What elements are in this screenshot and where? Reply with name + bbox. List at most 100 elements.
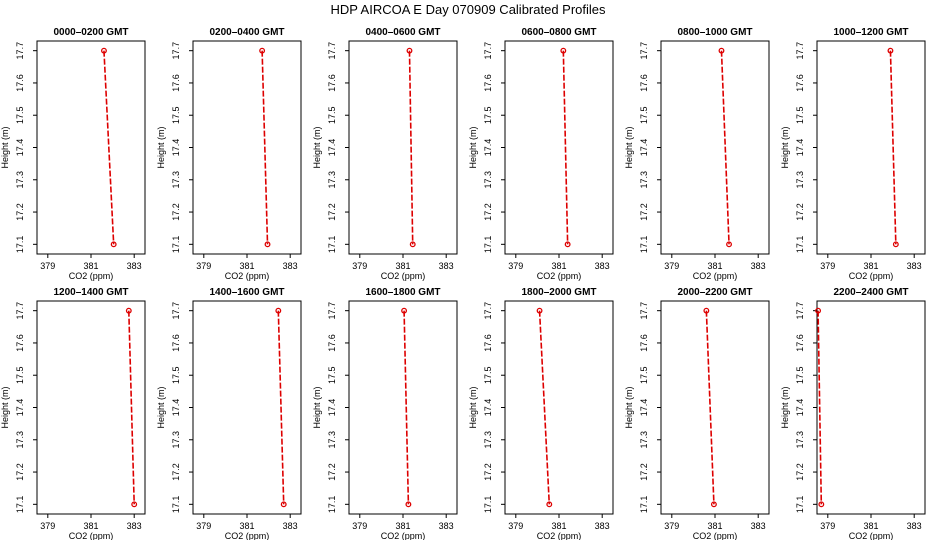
y-tick-label: 17.7 (171, 42, 181, 60)
data-point (892, 241, 899, 248)
chart-title: HDP AIRCOA E Day 070909 Calibrated Profi… (330, 2, 606, 17)
x-tick-label: 379 (40, 261, 55, 271)
x-tick-label: 383 (595, 261, 610, 271)
panel-title: 1600–1800 GMT (365, 287, 440, 298)
y-axis-label: Height (m) (780, 386, 790, 428)
y-tick-label: 17.2 (171, 463, 181, 481)
y-tick-label: 17.2 (639, 463, 649, 481)
y-tick-label: 17.5 (795, 106, 805, 124)
panel-title: 0000–0200 GMT (53, 27, 128, 38)
profile-line (403, 310, 410, 505)
data-point (275, 307, 282, 314)
plot-frame (816, 300, 926, 515)
panel-title: 2000–2200 GMT (677, 287, 752, 298)
y-tick-label: 17.4 (171, 399, 181, 417)
y-tick-label: 17.1 (15, 236, 25, 254)
profile-line (705, 310, 715, 505)
y-tick-label: 17.1 (639, 496, 649, 514)
x-tick-label: 383 (283, 521, 298, 531)
plot-frame (816, 40, 926, 255)
y-tick-label: 17.6 (795, 74, 805, 92)
y-tick-label: 17.3 (639, 431, 649, 449)
x-tick-label: 379 (196, 261, 211, 271)
data-point (131, 501, 138, 508)
y-tick-label: 17.7 (327, 302, 337, 320)
y-tick-label: 17.5 (171, 106, 181, 124)
x-tick-label: 379 (664, 521, 679, 531)
data-point (264, 241, 271, 248)
x-axis-label: CO2 (ppm) (69, 531, 114, 540)
y-tick-label: 17.5 (15, 106, 25, 124)
data-point (259, 47, 266, 54)
panel-title: 1800–2000 GMT (521, 287, 596, 298)
y-axis-label: Height (m) (0, 126, 10, 168)
plot-frame (660, 300, 770, 515)
chart-panel: 1400–1600 GMT 379 381 383 17.1 17.2 17.3 17.4 17… (156, 287, 302, 540)
x-tick-label: 379 (196, 521, 211, 531)
profile-line (103, 50, 115, 245)
x-tick-label: 379 (352, 261, 367, 271)
y-axis-label: Height (m) (312, 386, 322, 428)
y-tick-label: 17.5 (639, 366, 649, 384)
chart-panel: 2000–2200 GMT 379 381 383 17.1 17.2 17.3 17.4 17… (624, 287, 770, 540)
x-tick-label: 381 (395, 521, 410, 531)
chart-panel: 0600–0800 GMT 379 381 383 17.1 17.2 17.3 17.4 17… (468, 27, 614, 281)
y-axis-label: Height (m) (624, 386, 634, 428)
x-axis-label: CO2 (ppm) (537, 531, 582, 540)
y-tick-label: 17.2 (795, 203, 805, 221)
x-axis-label: CO2 (ppm) (225, 271, 270, 281)
x-tick-label: 383 (439, 261, 454, 271)
y-tick-label: 17.5 (483, 366, 493, 384)
chart-panel: 0400–0600 GMT 379 381 383 17.1 17.2 17.3 17.4 17… (312, 27, 458, 281)
panel-title: 0800–1000 GMT (677, 27, 752, 38)
y-tick-label: 17.3 (171, 431, 181, 449)
profile-line (562, 50, 569, 245)
panel-title: 2200–2400 GMT (833, 287, 908, 298)
chart-panel: 0000–0200 GMT 379 381 383 17.1 17.2 17.3 17.4 17… (0, 27, 146, 281)
y-tick-label: 17.6 (171, 334, 181, 352)
data-point (815, 307, 822, 314)
data-point (564, 241, 571, 248)
panel-title: 0400–0600 GMT (365, 27, 440, 38)
y-tick-label: 17.1 (483, 496, 493, 514)
y-tick-label: 17.3 (327, 431, 337, 449)
data-point (405, 501, 412, 508)
y-tick-label: 17.1 (15, 496, 25, 514)
data-point (710, 501, 717, 508)
y-tick-label: 17.3 (15, 431, 25, 449)
y-tick-label: 17.3 (483, 431, 493, 449)
plot-frame (192, 40, 302, 255)
x-axis-label: CO2 (ppm) (381, 271, 426, 281)
y-tick-label: 17.3 (327, 171, 337, 189)
y-tick-label: 17.5 (327, 106, 337, 124)
data-point (401, 307, 408, 314)
x-tick-label: 381 (551, 521, 566, 531)
x-tick-label: 381 (863, 261, 878, 271)
y-tick-label: 17.2 (483, 203, 493, 221)
y-tick-label: 17.3 (483, 171, 493, 189)
data-point (726, 241, 732, 248)
y-tick-label: 17.2 (15, 203, 25, 221)
y-tick-label: 17.3 (171, 171, 181, 189)
data-point (536, 307, 543, 314)
y-tick-label: 17.1 (795, 496, 805, 514)
y-tick-label: 17.6 (15, 334, 25, 352)
y-tick-label: 17.2 (15, 463, 25, 481)
y-tick-label: 17.2 (171, 203, 181, 221)
y-tick-label: 17.1 (639, 236, 649, 254)
y-tick-label: 17.4 (327, 139, 337, 157)
y-tick-label: 17.4 (795, 399, 805, 417)
x-tick-label: 379 (508, 261, 523, 271)
y-tick-label: 17.6 (327, 334, 337, 352)
x-tick-label: 383 (595, 521, 610, 531)
y-tick-label: 17.1 (171, 236, 181, 254)
y-tick-label: 17.6 (795, 334, 805, 352)
chart-panel: 1200–1400 GMT 379 381 383 17.1 17.2 17.3 17.4 17… (0, 287, 146, 540)
profile-line (128, 310, 135, 505)
y-tick-label: 17.6 (483, 334, 493, 352)
y-tick-label: 17.6 (15, 74, 25, 92)
y-tick-label: 17.1 (327, 496, 337, 514)
data-point (125, 307, 132, 314)
y-tick-label: 17.6 (639, 74, 649, 92)
